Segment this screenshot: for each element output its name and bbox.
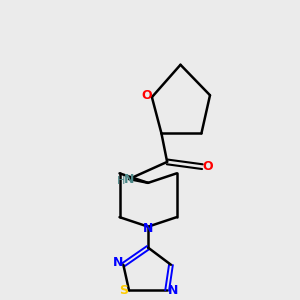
Text: N: N bbox=[168, 284, 178, 297]
Text: N: N bbox=[143, 222, 153, 235]
Text: O: O bbox=[203, 160, 213, 173]
Text: N: N bbox=[112, 256, 123, 269]
Text: S: S bbox=[119, 284, 128, 297]
Text: H: H bbox=[117, 176, 126, 186]
Text: O: O bbox=[141, 89, 152, 102]
Text: N: N bbox=[124, 172, 134, 185]
